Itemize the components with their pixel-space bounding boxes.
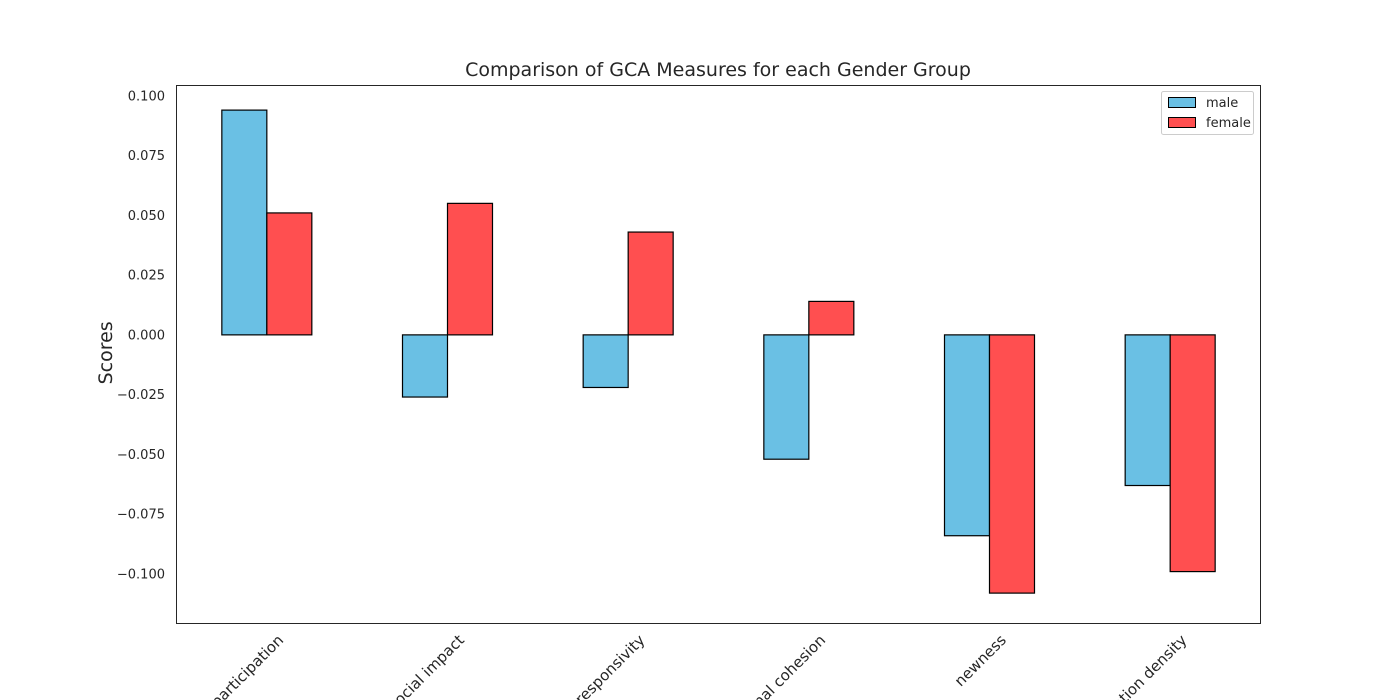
y-tick-label: 0.050 [128,209,165,224]
y-tick-label: 0.025 [128,269,165,284]
x-category-label: nal cohesion [750,631,830,700]
x-axis-labels: participation social impact responsivity na… [207,631,1190,700]
bars-layer [221,109,1216,594]
y-tick-label: −0.050 [117,448,165,463]
legend-swatch-male [1168,97,1196,108]
legend-label-female: female [1206,116,1251,131]
chart-title: Comparison of GCA Measures for each Gend… [465,59,971,81]
y-tick-label: −0.100 [117,567,165,582]
y-tick-label: 0.000 [128,328,165,343]
bar-female [988,334,1036,594]
bar-male [221,109,268,336]
x-category-label: social impact [385,631,468,700]
x-category-label: ation density [1109,631,1191,700]
bar-male [763,334,810,460]
bar-female [808,300,855,336]
y-tick-label: −0.025 [117,388,165,403]
x-category-label: newness [951,631,1010,690]
bar-male [401,334,449,398]
bar-male [582,334,629,389]
y-tick-label: 0.100 [128,89,165,104]
legend-label-male: male [1206,96,1238,111]
bar-female [266,212,313,336]
legend-swatch-female [1168,117,1196,128]
y-axis-title: Scores [95,321,117,384]
plot-frame [176,85,1261,624]
bar-male [943,334,991,537]
legend: male female [1161,91,1254,135]
y-tick-label: −0.075 [117,508,165,523]
y-axis-ticks: 0.100 0.075 0.050 0.025 0.000 −0.025 −0.050 −0.… [117,89,165,582]
bar-female [627,231,674,336]
bar-female [446,202,494,336]
bar-female [1169,334,1216,573]
x-category-label: participation [207,631,287,700]
bar-male [1124,334,1171,487]
y-tick-label: 0.075 [128,149,165,164]
x-category-label: responsivity [572,631,649,700]
